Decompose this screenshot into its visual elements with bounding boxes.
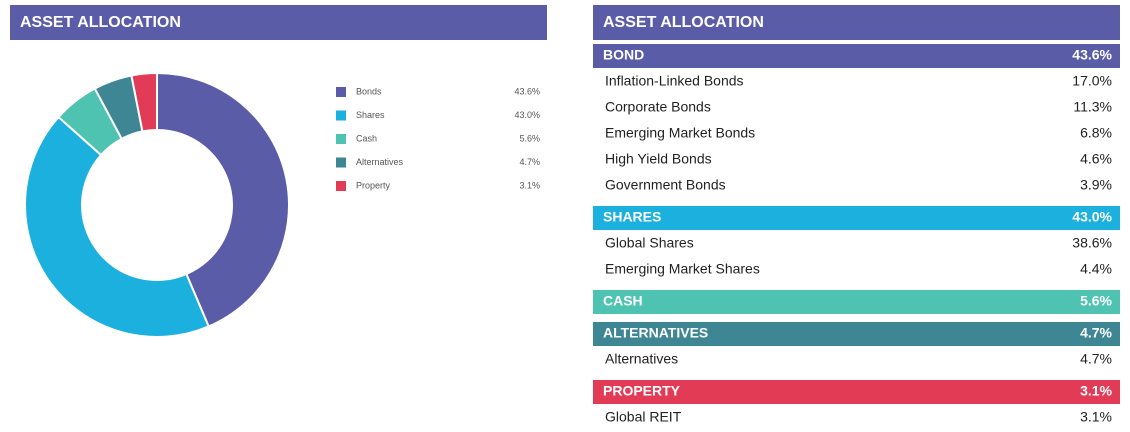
legend-value: 43.6% <box>514 86 540 96</box>
group-name: PROPERTY <box>603 383 681 399</box>
group-value: 43.6% <box>1072 47 1112 63</box>
row-value: 4.4% <box>1080 261 1112 277</box>
slice <box>130 71 158 133</box>
chart-header <box>10 5 547 40</box>
legend-swatch <box>336 87 346 97</box>
row-label: Government Bonds <box>605 177 726 193</box>
legend-value: 3.1% <box>519 180 540 190</box>
slice <box>24 115 210 338</box>
row-label: Corporate Bonds <box>605 99 711 115</box>
legend-swatch <box>336 110 346 121</box>
legend-swatch <box>336 134 346 144</box>
group-value: 5.6% <box>1080 293 1112 309</box>
group-bar <box>593 206 1120 230</box>
row-label: Global Shares <box>605 235 694 251</box>
row-label: Emerging Market Bonds <box>605 125 755 141</box>
group-value: 3.1% <box>1080 383 1112 399</box>
group-value: 43.0% <box>1072 209 1112 225</box>
legend-swatch <box>336 157 346 168</box>
group-bar <box>593 380 1120 404</box>
legend-value: 43.0% <box>514 110 540 120</box>
row-label: Alternatives <box>605 351 678 367</box>
group-name: CASH <box>603 293 643 309</box>
group-bar <box>593 290 1120 314</box>
slice <box>156 71 290 328</box>
row-value: 3.1% <box>1080 409 1112 425</box>
row-value: 17.0% <box>1072 73 1112 89</box>
legend-label: Alternatives <box>356 157 404 167</box>
legend-label: Shares <box>356 110 385 120</box>
row-label: Emerging Market Shares <box>605 261 760 277</box>
row-label: High Yield Bonds <box>605 151 712 167</box>
row-value: 6.8% <box>1080 125 1112 141</box>
row-value: 38.6% <box>1072 235 1112 251</box>
legend-label: Bonds <box>356 86 382 96</box>
group-name: ALTERNATIVES <box>603 325 708 341</box>
legend-value: 4.7% <box>519 157 540 167</box>
row-label: Inflation-Linked Bonds <box>605 73 744 89</box>
legend-value: 5.6% <box>519 133 540 143</box>
table-header <box>593 5 1120 40</box>
table-title: ASSET ALLOCATION <box>603 14 764 31</box>
row-value: 3.9% <box>1080 177 1112 193</box>
group-bar <box>593 322 1120 346</box>
group-value: 4.7% <box>1080 325 1112 341</box>
group-bar <box>593 44 1120 68</box>
group-name: BOND <box>603 47 644 63</box>
group-name: SHARES <box>603 209 661 225</box>
legend-label: Property <box>356 180 391 190</box>
row-value: 4.6% <box>1080 151 1112 167</box>
legend-swatch <box>336 181 346 191</box>
row-value: 11.3% <box>1073 99 1112 115</box>
row-value: 4.7% <box>1080 351 1112 367</box>
chart-title: ASSET ALLOCATION <box>20 14 181 31</box>
row-label: Global REIT <box>605 409 682 425</box>
legend-label: Cash <box>356 133 377 143</box>
